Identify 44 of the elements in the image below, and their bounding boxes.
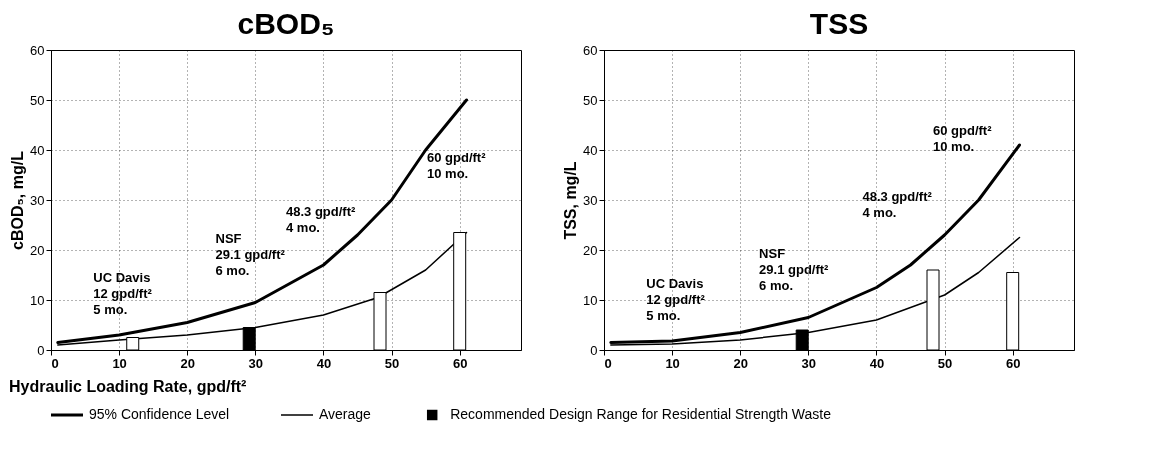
- x-tick-label: 20: [180, 355, 195, 371]
- annotation: NSF 29.1 gpd/ft² 6 mo.: [215, 231, 286, 278]
- annotation: 48.3 gpd/ft² 4 mo.: [862, 189, 933, 220]
- annotation: 60 gpd/ft² 10 mo.: [933, 123, 993, 154]
- x-tick-label: 0: [51, 355, 59, 371]
- annotation: NSF 29.1 gpd/ft² 6 mo.: [759, 246, 830, 293]
- y-tick-label: 30: [583, 192, 598, 208]
- y-tick-label: 60: [30, 42, 45, 58]
- x-axis-title: Hydraulic Loading Rate, gpd/ft²: [9, 377, 247, 395]
- annotation: UC Davis 12 gpd/ft² 5 mo.: [93, 270, 153, 317]
- y-tick-label: 50: [30, 92, 45, 108]
- x-tick-label: 20: [733, 355, 748, 371]
- chart-title: TSS: [809, 7, 869, 40]
- y-tick-label: 10: [583, 292, 598, 308]
- x-tick-label: 50: [937, 355, 953, 371]
- annotation: 60 gpd/ft² 10 mo.: [427, 150, 487, 181]
- annotation: 48.3 gpd/ft² 4 mo.: [286, 204, 357, 235]
- y-tick-label: 0: [590, 342, 598, 358]
- x-tick-label: 40: [316, 355, 332, 371]
- y-tick-label: 50: [583, 92, 598, 108]
- x-tick-label: 30: [801, 355, 817, 371]
- y-axis-title: TSS, mg/L: [562, 161, 580, 240]
- x-tick-label: 60: [452, 355, 468, 371]
- y-tick-label: 40: [583, 142, 598, 158]
- legend-label: Recommended Design Range for Residential Strength Waste: [450, 406, 832, 422]
- y-tick-label: 20: [30, 242, 45, 258]
- y-tick-label: 0: [37, 342, 45, 358]
- chart-title: cBOD₅: [237, 7, 335, 40]
- x-tick-label: 0: [604, 355, 612, 371]
- x-tick-label: 50: [384, 355, 400, 371]
- y-tick-label: 20: [583, 242, 598, 258]
- y-tick-label: 40: [30, 142, 45, 158]
- y-tick-label: 60: [583, 42, 598, 58]
- legend-label: Average: [319, 406, 372, 422]
- x-tick-label: 30: [248, 355, 264, 371]
- x-tick-label: 10: [665, 355, 680, 371]
- x-tick-label: 40: [869, 355, 885, 371]
- y-tick-label: 30: [30, 192, 45, 208]
- y-tick-label: 10: [30, 292, 45, 308]
- annotation: UC Davis 12 gpd/ft² 5 mo.: [646, 276, 706, 323]
- x-tick-label: 10: [112, 355, 127, 371]
- legend-label: 95% Confidence Level: [89, 406, 230, 422]
- x-tick-label: 60: [1005, 355, 1021, 371]
- y-axis-title: cBOD₅, mg/L: [9, 150, 27, 250]
